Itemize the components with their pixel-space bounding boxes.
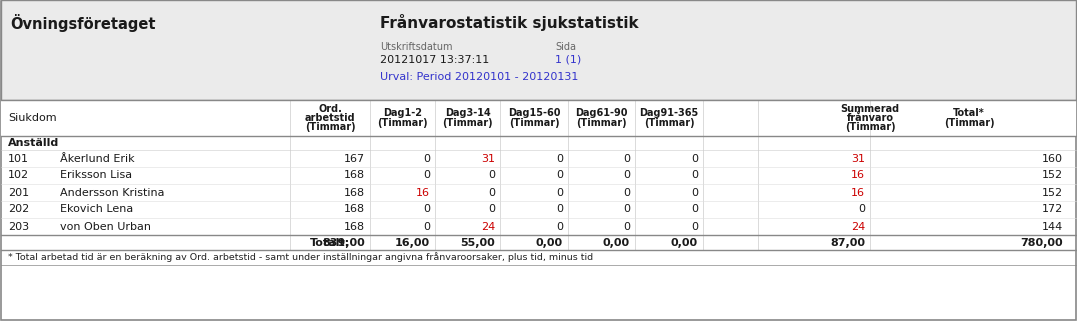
Text: 0: 0 <box>691 153 698 163</box>
Text: Andersson Kristina: Andersson Kristina <box>60 187 165 197</box>
Text: Dag15-60: Dag15-60 <box>507 108 560 118</box>
Bar <box>1 0 1076 100</box>
Text: Anställd: Anställd <box>8 138 59 148</box>
Text: 0: 0 <box>423 170 430 180</box>
Text: 152: 152 <box>1041 187 1063 197</box>
Text: Ekovich Lena: Ekovich Lena <box>60 204 134 214</box>
Text: 839,00: 839,00 <box>322 238 365 247</box>
Text: 780,00: 780,00 <box>1020 238 1063 247</box>
Text: 201: 201 <box>8 187 29 197</box>
Text: 167: 167 <box>344 153 365 163</box>
Text: 0,00: 0,00 <box>603 238 630 247</box>
Text: 0: 0 <box>556 153 563 163</box>
Text: 16: 16 <box>851 187 865 197</box>
Bar <box>1 100 1076 136</box>
Text: 0: 0 <box>556 204 563 214</box>
Text: * Total arbetad tid är en beräkning av Ord. arbetstid - samt under inställningar: * Total arbetad tid är en beräkning av O… <box>8 253 593 263</box>
Text: 0: 0 <box>691 187 698 197</box>
Text: von Oben Urban: von Oben Urban <box>60 221 151 231</box>
Text: 20121017 13:37:11: 20121017 13:37:11 <box>380 55 489 65</box>
Text: 0: 0 <box>858 204 865 214</box>
Text: 202: 202 <box>8 204 29 214</box>
Text: Dag61-90: Dag61-90 <box>575 108 628 118</box>
Text: 0: 0 <box>623 170 630 180</box>
Text: 0: 0 <box>423 204 430 214</box>
Text: 168: 168 <box>344 170 365 180</box>
Text: frånvaro: frånvaro <box>847 113 894 123</box>
Text: 152: 152 <box>1041 170 1063 180</box>
Text: Sida: Sida <box>555 42 576 52</box>
Text: 0: 0 <box>623 221 630 231</box>
Text: 102: 102 <box>8 170 29 180</box>
Text: Åkerlund Erik: Åkerlund Erik <box>60 153 135 163</box>
Text: 24: 24 <box>851 221 865 231</box>
Text: 31: 31 <box>481 153 495 163</box>
Text: 16: 16 <box>851 170 865 180</box>
Text: (Timmar): (Timmar) <box>508 117 559 127</box>
Text: 0: 0 <box>488 187 495 197</box>
Text: 0,00: 0,00 <box>671 238 698 247</box>
Text: (Timmar): (Timmar) <box>576 117 627 127</box>
Text: 0: 0 <box>691 170 698 180</box>
Text: 0: 0 <box>691 204 698 214</box>
Text: Utskriftsdatum: Utskriftsdatum <box>380 42 452 52</box>
Text: (Timmar): (Timmar) <box>844 122 895 132</box>
Text: Totalt:: Totalt: <box>310 238 350 247</box>
Text: (Timmar): (Timmar) <box>377 117 428 127</box>
Text: 160: 160 <box>1043 153 1063 163</box>
Text: Övningsföretaget: Övningsföretaget <box>10 14 155 32</box>
Text: Dag3-14: Dag3-14 <box>445 108 490 118</box>
Text: 0: 0 <box>623 153 630 163</box>
Text: 16: 16 <box>416 187 430 197</box>
Text: 55,00: 55,00 <box>460 238 495 247</box>
Text: (Timmar): (Timmar) <box>305 122 355 132</box>
Text: 0: 0 <box>488 204 495 214</box>
Text: 87,00: 87,00 <box>830 238 865 247</box>
Text: 168: 168 <box>344 187 365 197</box>
Text: 0: 0 <box>556 170 563 180</box>
Text: (Timmar): (Timmar) <box>644 117 695 127</box>
Text: 0: 0 <box>423 153 430 163</box>
Text: 0: 0 <box>556 221 563 231</box>
Text: Dag1-2: Dag1-2 <box>383 108 422 118</box>
Text: 0: 0 <box>691 221 698 231</box>
Text: (Timmar): (Timmar) <box>443 117 493 127</box>
Text: 101: 101 <box>8 153 29 163</box>
Text: 0,00: 0,00 <box>536 238 563 247</box>
Text: Siukdom: Siukdom <box>8 113 57 123</box>
Text: Eriksson Lisa: Eriksson Lisa <box>60 170 132 180</box>
Text: Dag91-365: Dag91-365 <box>640 108 699 118</box>
Text: 0: 0 <box>556 187 563 197</box>
Text: 0: 0 <box>423 221 430 231</box>
Text: Ord.: Ord. <box>318 104 341 114</box>
Text: 0: 0 <box>488 170 495 180</box>
Text: 24: 24 <box>480 221 495 231</box>
Text: 168: 168 <box>344 204 365 214</box>
Text: arbetstid: arbetstid <box>305 113 355 123</box>
Text: 144: 144 <box>1041 221 1063 231</box>
Text: 0: 0 <box>623 187 630 197</box>
Text: Summerad: Summerad <box>840 104 899 114</box>
Text: 16,00: 16,00 <box>395 238 430 247</box>
Text: Urval: Period 20120101 - 20120131: Urval: Period 20120101 - 20120131 <box>380 72 578 82</box>
Text: Frånvarostatistik sjukstatistik: Frånvarostatistik sjukstatistik <box>380 14 639 31</box>
Text: (Timmar): (Timmar) <box>943 117 994 127</box>
Text: 31: 31 <box>851 153 865 163</box>
Text: 203: 203 <box>8 221 29 231</box>
Text: Total*: Total* <box>953 108 984 118</box>
Text: 168: 168 <box>344 221 365 231</box>
Text: 172: 172 <box>1041 204 1063 214</box>
Text: 0: 0 <box>623 204 630 214</box>
Text: 1 (1): 1 (1) <box>555 55 582 65</box>
